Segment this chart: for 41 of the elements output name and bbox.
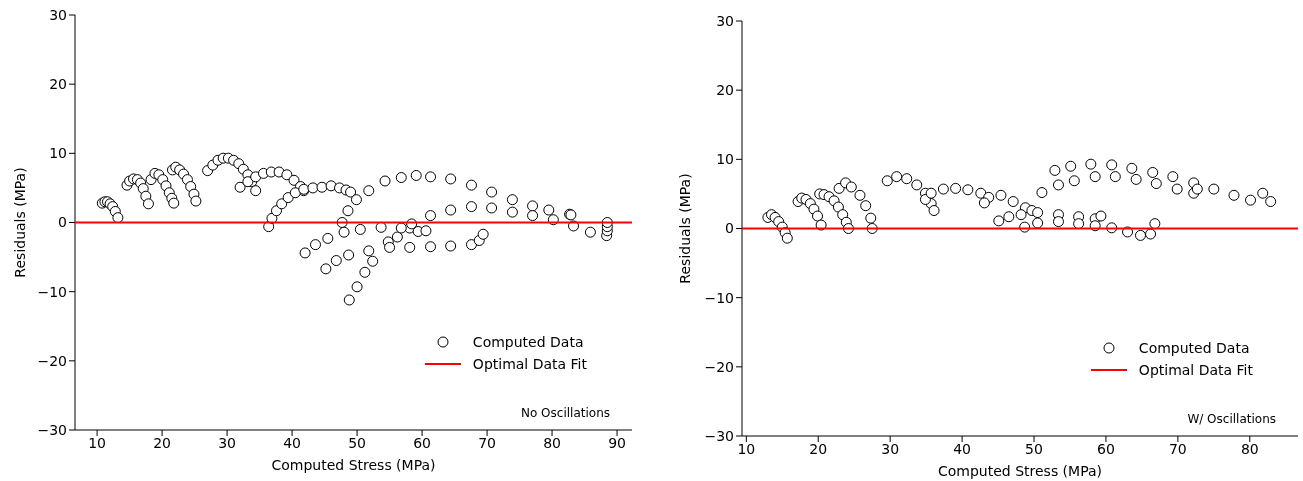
x-tick-label: 10: [88, 434, 107, 451]
x-tick-label: 80: [1240, 440, 1259, 457]
legend-label: Computed Data: [1138, 340, 1250, 356]
x-tick-label: 20: [809, 440, 828, 457]
x-tick-label: 90: [608, 434, 626, 451]
x-tick-label: 50: [348, 434, 366, 451]
y-tick-label: 20: [49, 76, 67, 93]
x-tick-label: 60: [1097, 440, 1115, 457]
y-tick-label: 30: [716, 12, 734, 29]
legend-label: Optimal Data Fit: [1138, 362, 1253, 378]
x-tick-label: 80: [543, 434, 561, 451]
y-tick-label: −30: [37, 421, 67, 438]
x-tick-label: 30: [881, 440, 900, 457]
legend-label: Computed Data: [472, 334, 584, 350]
x-tick-label: 20: [153, 434, 172, 451]
x-tick-label: 70: [478, 434, 496, 451]
x-tick-label: 50: [1025, 440, 1043, 457]
y-tick-label: 10: [49, 145, 67, 162]
y-axis-title: Residuals (MPa): [676, 173, 693, 284]
x-tick-label: 70: [1168, 440, 1187, 457]
y-tick-label: −10: [704, 289, 734, 306]
x-tick-label: 10: [737, 440, 756, 457]
y-tick-label: 20: [716, 82, 734, 99]
y-tick-label: −20: [704, 358, 734, 375]
x-tick-label: 60: [413, 434, 431, 451]
y-tick-label: 10: [716, 151, 734, 168]
x-tick-label: 40: [953, 440, 972, 457]
y-tick-label: 30: [49, 6, 67, 23]
x-axis-title: Computed Stress (MPa): [937, 463, 1103, 479]
y-tick-label: −10: [37, 283, 67, 300]
x-tick-label: 30: [218, 434, 236, 451]
y-tick-label: 0: [58, 214, 67, 231]
y-tick-label: 0: [725, 220, 734, 237]
annotation: No Oscillations: [520, 406, 610, 420]
x-tick-label: 40: [283, 434, 301, 451]
y-tick-label: −20: [37, 352, 67, 369]
x-axis-title: Computed Stress (MPa): [271, 457, 436, 473]
y-axis-title: Residuals (MPa): [11, 167, 28, 278]
annotation: W/ Oscillations: [1187, 412, 1276, 426]
y-tick-label: −30: [704, 427, 734, 444]
legend-label: Optimal Data Fit: [472, 356, 587, 372]
